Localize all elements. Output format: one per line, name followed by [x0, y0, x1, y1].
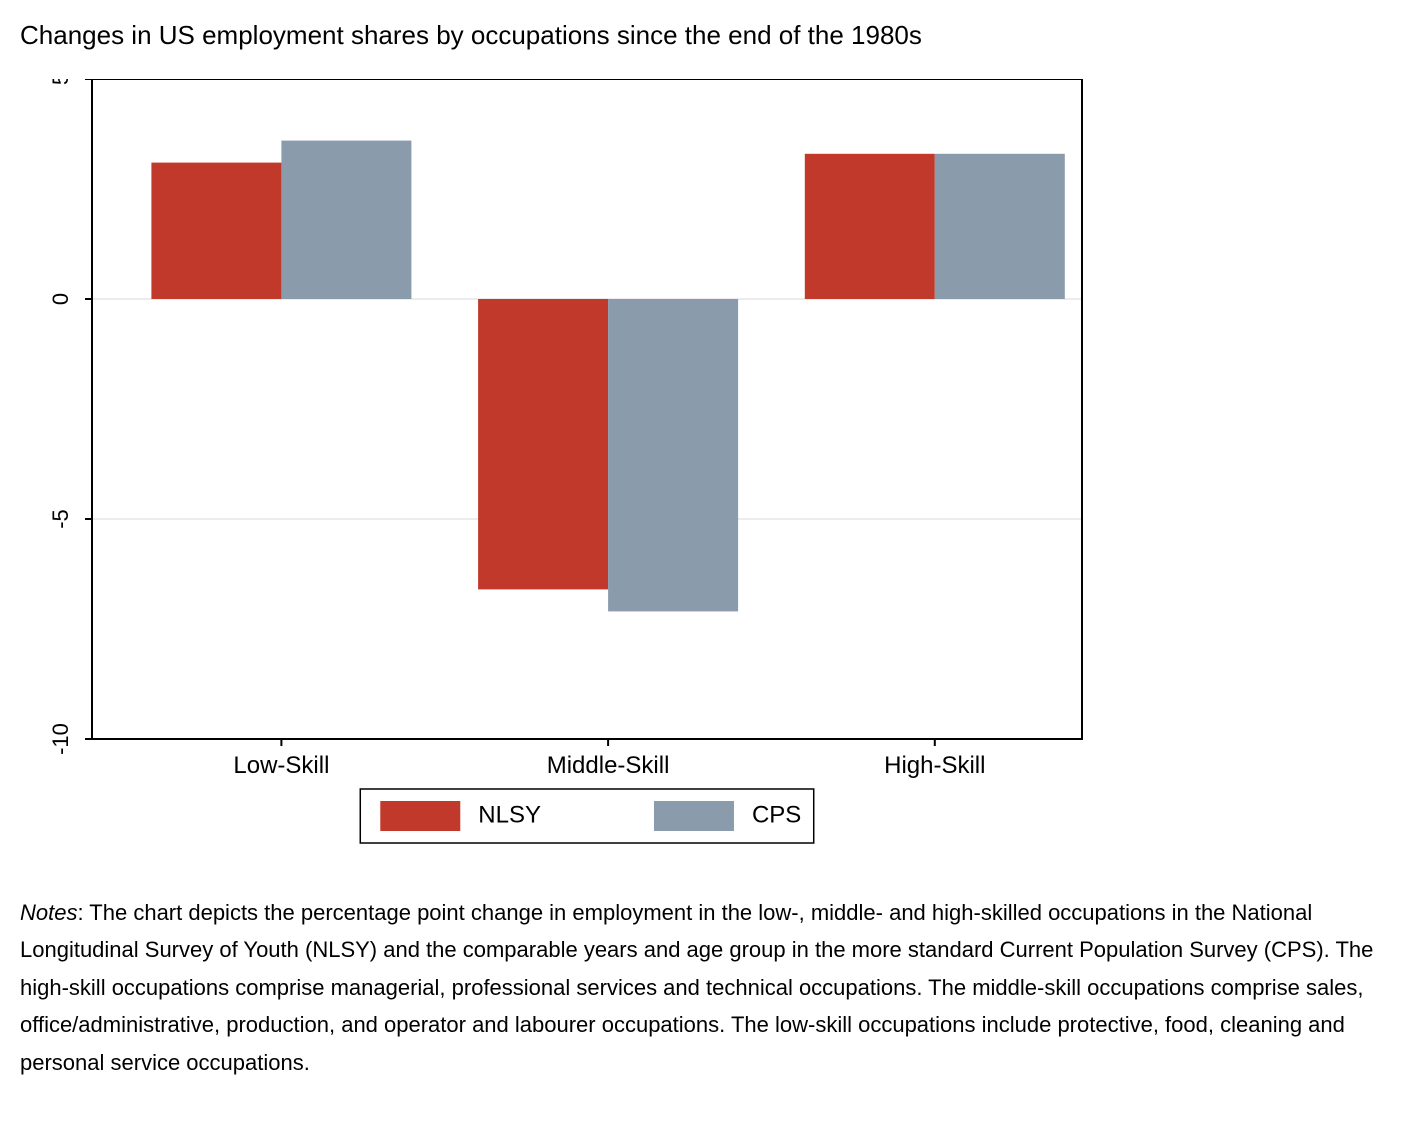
bar-nlsy-middle-skill — [478, 299, 608, 589]
chart-container: -10 -5 0 5 Low-Skill Middle-Skill High-Skill NL… — [30, 79, 1090, 864]
x-category-label: Middle-Skill — [547, 752, 670, 779]
x-category-label: High-Skill — [884, 752, 985, 779]
y-tick-label: -5 — [48, 509, 73, 529]
bar-nlsy-high-skill — [805, 154, 935, 299]
x-category-label: Low-Skill — [233, 752, 329, 779]
bar-nlsy-low-skill — [151, 163, 281, 299]
chart-title: Changes in US employment shares by occup… — [20, 20, 1406, 51]
legend-label: NLSY — [478, 801, 541, 828]
y-tick-label: 0 — [48, 293, 73, 305]
notes-label: Notes — [20, 900, 77, 925]
legend: NLSY CPS — [360, 789, 813, 843]
bar-cps-low-skill — [281, 141, 411, 299]
chart-notes: Notes: The chart depicts the percentage … — [20, 894, 1400, 1081]
notes-body: : The chart depicts the percentage point… — [20, 900, 1373, 1075]
bar-cps-middle-skill — [608, 299, 738, 611]
y-tick-label: -10 — [48, 723, 73, 755]
bar-chart: -10 -5 0 5 Low-Skill Middle-Skill High-Skill NL… — [30, 79, 1086, 859]
bar-cps-high-skill — [935, 154, 1065, 299]
legend-label: CPS — [752, 801, 801, 828]
y-tick-label: 5 — [48, 79, 73, 85]
